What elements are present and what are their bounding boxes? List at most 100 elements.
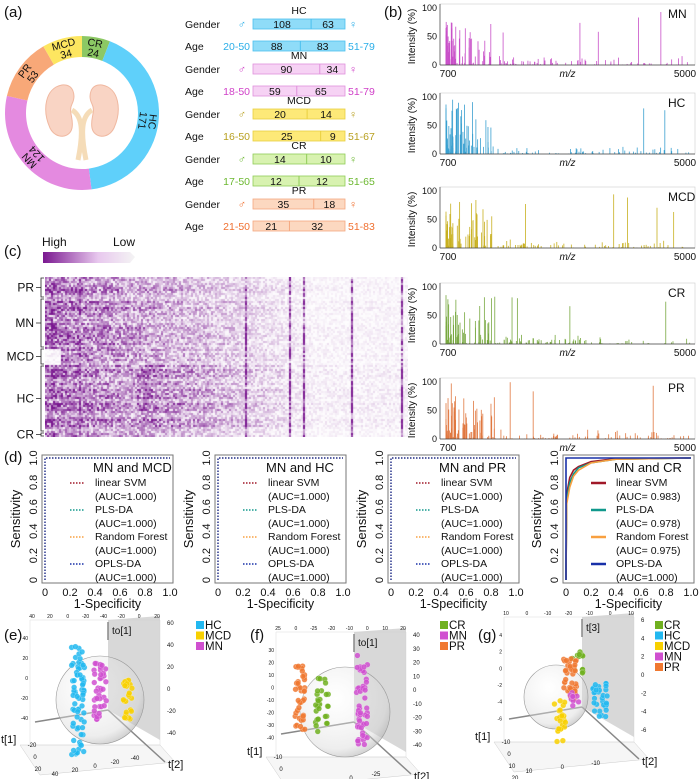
top-tick-label: 0 bbox=[66, 614, 69, 620]
donut-segment-mcd bbox=[43, 36, 82, 65]
x-tick-label: 0.6 bbox=[633, 587, 648, 599]
age-right-value: 65 bbox=[315, 86, 327, 98]
score-point-mcd bbox=[126, 690, 133, 697]
kidney-icon bbox=[45, 84, 119, 161]
x-tick-label: -10 bbox=[274, 755, 283, 761]
y-tick-label: -10 bbox=[591, 761, 600, 767]
legend-series-name: Random Forest bbox=[441, 531, 513, 543]
left-tick-label: 20 bbox=[22, 656, 28, 662]
score-point-mn bbox=[361, 741, 368, 748]
score-point-cr bbox=[316, 705, 322, 712]
plot-frame bbox=[214, 454, 347, 584]
score-point-mn bbox=[354, 652, 361, 659]
age-range-low: 18-50 bbox=[223, 86, 250, 98]
score-point-mcd bbox=[554, 738, 560, 745]
y-tick-label: 50 bbox=[427, 32, 437, 42]
gender-row-label: Gender bbox=[185, 19, 221, 31]
donut-label-cr: CR24 bbox=[85, 36, 104, 60]
score-point-mn bbox=[569, 693, 576, 700]
score-point-pr bbox=[572, 667, 579, 674]
spectrum-panel-cr: 0 50 100 Intensity (%) 700 5000 m/z CR bbox=[407, 282, 697, 359]
score-point-hc bbox=[79, 724, 86, 731]
x-tick-label-min: 700 bbox=[440, 69, 457, 80]
spectrum-group-label: HC bbox=[668, 96, 686, 110]
score-point-mn bbox=[361, 695, 368, 701]
y-tick-label: 10 bbox=[526, 769, 533, 775]
age-range-high: 51-67 bbox=[348, 131, 375, 143]
score-point-cr bbox=[322, 713, 329, 720]
gender-bar bbox=[252, 18, 346, 30]
legend-series-auc: (AUC= 0.983) bbox=[616, 491, 681, 503]
z-tick-label: -40 bbox=[413, 743, 422, 749]
y-axis-label: Sensitivity bbox=[529, 489, 544, 548]
legend-label: CR bbox=[449, 620, 466, 632]
left-tick-label: -30 bbox=[267, 723, 274, 729]
plot-frame bbox=[439, 282, 696, 345]
score-point-pr bbox=[561, 684, 567, 691]
x-tick-label: 0.6 bbox=[285, 587, 300, 599]
x-tick-label: 0.4 bbox=[87, 587, 102, 599]
gender-right-value: 10 bbox=[320, 154, 332, 166]
score-point-hc bbox=[603, 683, 609, 689]
score-point-mn bbox=[569, 702, 576, 709]
group-bracket bbox=[36, 298, 44, 348]
legend-series-auc: (AUC=1.000) bbox=[268, 491, 330, 503]
legend-series-auc: (AUC=1.000) bbox=[268, 518, 330, 530]
x-tick-label-min: 700 bbox=[440, 348, 457, 359]
score-point-cr bbox=[314, 728, 321, 735]
score-point-mn bbox=[357, 709, 364, 716]
legend-swatch-cr bbox=[440, 621, 448, 629]
score-point-pr bbox=[562, 676, 569, 683]
y-tick-label: 0.6 bbox=[374, 499, 386, 514]
legend-label: HC bbox=[205, 620, 222, 632]
gender-left-value: 35 bbox=[278, 199, 290, 211]
donut-label-pr: PR53 bbox=[16, 61, 43, 86]
heatmap-group-cr: CR bbox=[17, 428, 35, 442]
legend-label: MN bbox=[664, 652, 682, 664]
score-point-mcd bbox=[120, 696, 127, 703]
x-axis-label: m/z bbox=[559, 348, 575, 359]
score-point-mcd bbox=[557, 707, 564, 713]
legend-series-auc: (AUC= 0.978) bbox=[616, 518, 681, 530]
score-point-pr bbox=[292, 686, 299, 693]
group-title-pr: PR bbox=[292, 185, 307, 197]
gender-bar bbox=[252, 63, 346, 75]
top-tick-label: -20 bbox=[328, 626, 335, 632]
y-axis-label: Sensitivity bbox=[8, 489, 23, 548]
colorbar-high-label: High bbox=[42, 235, 67, 249]
score-point-hc bbox=[603, 707, 610, 714]
x-tick-label: 0 bbox=[279, 767, 283, 773]
score-point-mcd bbox=[559, 737, 566, 744]
score-point-hc bbox=[70, 747, 77, 754]
y-tick-label: 0.6 bbox=[549, 499, 561, 514]
legend-series-auc: (AUC=1.000) bbox=[95, 518, 157, 530]
legend-series-name: linear SVM bbox=[268, 477, 319, 489]
score-point-mn bbox=[96, 710, 103, 717]
top-tick-label: -25 bbox=[310, 626, 317, 632]
legend-swatch-hc bbox=[655, 631, 663, 640]
y-tick-label: 0.2 bbox=[549, 548, 561, 563]
score-point-pr bbox=[301, 688, 308, 695]
gender-left-value: 20 bbox=[274, 109, 286, 121]
gender-row-label: Gender bbox=[185, 199, 221, 211]
score-point-hc bbox=[80, 748, 87, 755]
y-tick-label: 0 bbox=[349, 776, 353, 779]
roc-line-opls-da bbox=[565, 457, 691, 580]
score-point-hc bbox=[80, 691, 86, 698]
z-tick-label: -20 bbox=[167, 709, 176, 715]
x-tick-label-min: 700 bbox=[440, 252, 457, 263]
heatmap-colorbar: High Low bbox=[42, 235, 135, 263]
y-tick-label: 0 bbox=[201, 577, 213, 583]
score-point-pr bbox=[295, 697, 302, 704]
male-icon: ♂ bbox=[238, 154, 246, 166]
top-tick-label: 0 bbox=[609, 611, 612, 617]
top-tick-label: -10 bbox=[346, 626, 353, 632]
age-right-value: 12 bbox=[316, 176, 328, 188]
y-tick-label: 0.4 bbox=[374, 524, 386, 539]
top-tick-label: 10 bbox=[382, 626, 388, 632]
group-title-hc: HC bbox=[291, 5, 307, 17]
top-tick-label: 0 bbox=[525, 611, 528, 617]
y-tick-label: 100 bbox=[422, 92, 437, 102]
roc-line-random-forest bbox=[565, 457, 692, 581]
